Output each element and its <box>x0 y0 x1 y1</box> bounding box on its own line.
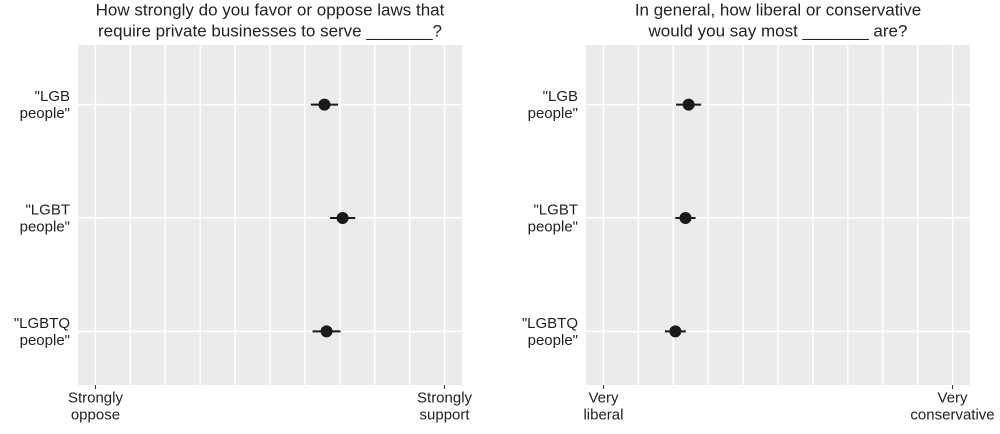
y-tick-label: "LGBT people" <box>528 202 578 236</box>
x-tick-label: Very conservative <box>910 390 994 424</box>
point <box>682 98 695 111</box>
point <box>669 325 682 338</box>
point <box>320 325 333 338</box>
point <box>679 212 692 224</box>
y-tick-label: "LGBTQ people" <box>14 315 70 349</box>
y-tick-label: "LGB people" <box>528 88 578 122</box>
x-tick-label: Strongly oppose <box>68 390 124 424</box>
chart-title: How strongly do you favor or oppose laws… <box>96 1 445 41</box>
x-tick-label: Strongly support <box>417 390 473 424</box>
y-tick-label: "LGBTQ people" <box>522 315 578 349</box>
chart-title: In general, how liberal or conservative w… <box>635 1 921 41</box>
y-tick-label: "LGB people" <box>20 88 70 122</box>
point <box>336 212 349 224</box>
point <box>318 98 331 111</box>
x-tick-label: Very liberal <box>583 390 623 424</box>
y-tick-label: "LGBT people" <box>20 202 70 236</box>
